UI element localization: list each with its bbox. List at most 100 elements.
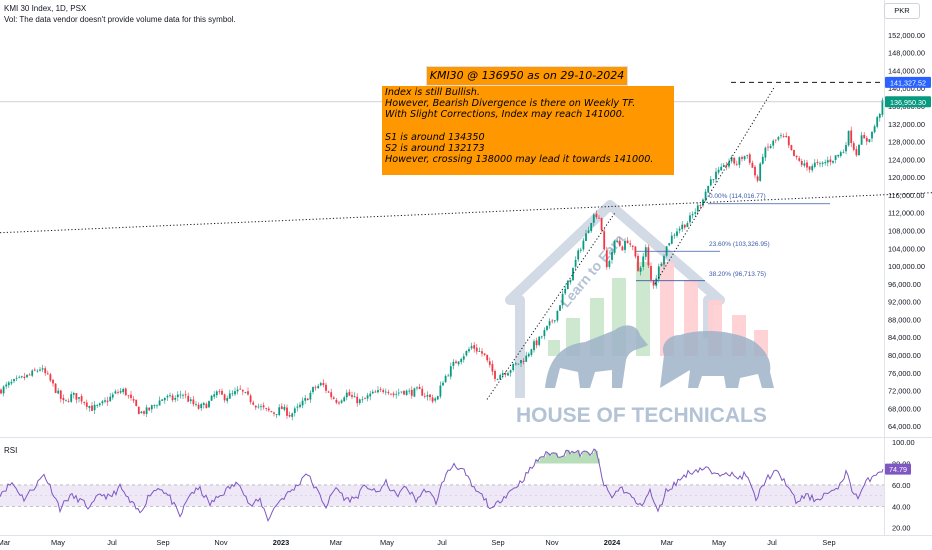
candle-body bbox=[239, 388, 242, 390]
candle-body bbox=[96, 404, 99, 406]
rsi-value-tag bbox=[885, 463, 911, 475]
x-tick-label: Mar bbox=[330, 538, 343, 547]
candle-body bbox=[340, 400, 343, 403]
x-tick-label: Nov bbox=[214, 538, 227, 547]
symbol-title: KMI 30 Index, 1D, PSX bbox=[4, 4, 87, 13]
annotation-line: However, crossing 138000 may lead it tow… bbox=[385, 154, 654, 166]
candle-body bbox=[785, 135, 788, 138]
candle-body bbox=[730, 157, 733, 162]
candle-body bbox=[694, 212, 697, 214]
candle-body bbox=[564, 288, 567, 294]
candle-body bbox=[699, 205, 702, 207]
candle-body bbox=[247, 391, 249, 395]
candle-body bbox=[772, 140, 775, 146]
candle-body bbox=[759, 163, 762, 181]
candle-body bbox=[842, 152, 845, 154]
candle-body bbox=[743, 156, 746, 160]
candle-body bbox=[387, 392, 390, 394]
candle-body bbox=[494, 370, 496, 379]
candle-body bbox=[715, 171, 717, 180]
candle-body bbox=[598, 217, 600, 219]
candle-body bbox=[878, 113, 881, 118]
candle-body bbox=[189, 399, 192, 402]
y-tick-label: 104,000.00 bbox=[888, 244, 925, 253]
candle-body bbox=[478, 351, 481, 352]
candle-body bbox=[442, 382, 444, 386]
candle-body bbox=[824, 162, 827, 164]
candle-body bbox=[127, 395, 130, 397]
candle-body bbox=[390, 393, 392, 395]
candle-body bbox=[423, 395, 426, 397]
watermark-text: HOUSE OF TECHNICALS bbox=[516, 404, 767, 427]
candle-body bbox=[670, 235, 673, 244]
candle-body bbox=[397, 392, 400, 394]
candle-body bbox=[798, 158, 801, 161]
candle-body bbox=[46, 373, 49, 375]
candle-body bbox=[774, 139, 777, 141]
candle-body bbox=[49, 374, 52, 381]
candle-body bbox=[171, 395, 174, 401]
rsi-title: RSI bbox=[4, 446, 18, 455]
candle-body bbox=[455, 361, 457, 364]
candle-body bbox=[655, 278, 658, 286]
candle-body bbox=[166, 395, 169, 398]
candle-body bbox=[59, 390, 62, 399]
candle-body bbox=[156, 405, 158, 407]
candle-body bbox=[634, 246, 637, 257]
candle-body bbox=[626, 240, 629, 244]
candle-body bbox=[696, 205, 699, 212]
candle-body bbox=[195, 404, 197, 405]
candle-body bbox=[18, 376, 21, 378]
candle-body bbox=[2, 386, 5, 394]
candle-body bbox=[260, 406, 262, 408]
candle-body bbox=[481, 351, 483, 354]
candle-body bbox=[280, 406, 283, 410]
candle-body bbox=[473, 345, 476, 349]
candle-body bbox=[530, 349, 533, 355]
candle-body bbox=[249, 395, 252, 403]
candle-body bbox=[577, 250, 580, 260]
candle-body bbox=[75, 393, 78, 400]
candle-body bbox=[449, 366, 452, 377]
candle-body bbox=[54, 383, 57, 393]
candle-body bbox=[733, 157, 736, 164]
annotation-line: S2 is around 132173 bbox=[385, 143, 485, 154]
candle-body bbox=[800, 161, 803, 165]
candle-body bbox=[507, 373, 509, 376]
candle-body bbox=[707, 185, 710, 193]
candle-body bbox=[624, 240, 626, 250]
candle-body bbox=[163, 398, 166, 401]
candle-body bbox=[400, 391, 403, 393]
candle-body bbox=[371, 391, 374, 394]
candle-body bbox=[876, 117, 879, 127]
candle-body bbox=[587, 230, 590, 233]
fib-label: 38.20% (96,713.75) bbox=[709, 271, 767, 278]
y-tick-label: 148,000.00 bbox=[888, 49, 925, 58]
candle-body bbox=[865, 137, 868, 142]
candle-body bbox=[358, 399, 361, 404]
candle-body bbox=[553, 320, 556, 322]
candle-body bbox=[278, 407, 281, 416]
candle-body bbox=[10, 381, 13, 384]
candle-body bbox=[304, 398, 307, 401]
candle-body bbox=[208, 401, 210, 408]
candle-body bbox=[806, 162, 808, 168]
candle-body bbox=[44, 368, 47, 374]
candle-body bbox=[384, 391, 387, 393]
candle-body bbox=[275, 413, 278, 415]
candle-body bbox=[106, 400, 109, 402]
candle-body bbox=[756, 176, 759, 181]
candle-body bbox=[39, 369, 41, 371]
candle-body bbox=[78, 397, 80, 399]
currency-button[interactable]: PKR bbox=[884, 3, 920, 19]
candle-body bbox=[98, 403, 101, 406]
y-tick-label: 68,000.00 bbox=[888, 404, 921, 413]
candle-body bbox=[309, 392, 312, 400]
candle-body bbox=[709, 179, 712, 186]
candle-body bbox=[26, 374, 28, 378]
candle-body bbox=[0, 389, 2, 394]
candle-body bbox=[777, 137, 780, 140]
candle-body bbox=[215, 391, 218, 396]
candle-body bbox=[595, 213, 598, 218]
